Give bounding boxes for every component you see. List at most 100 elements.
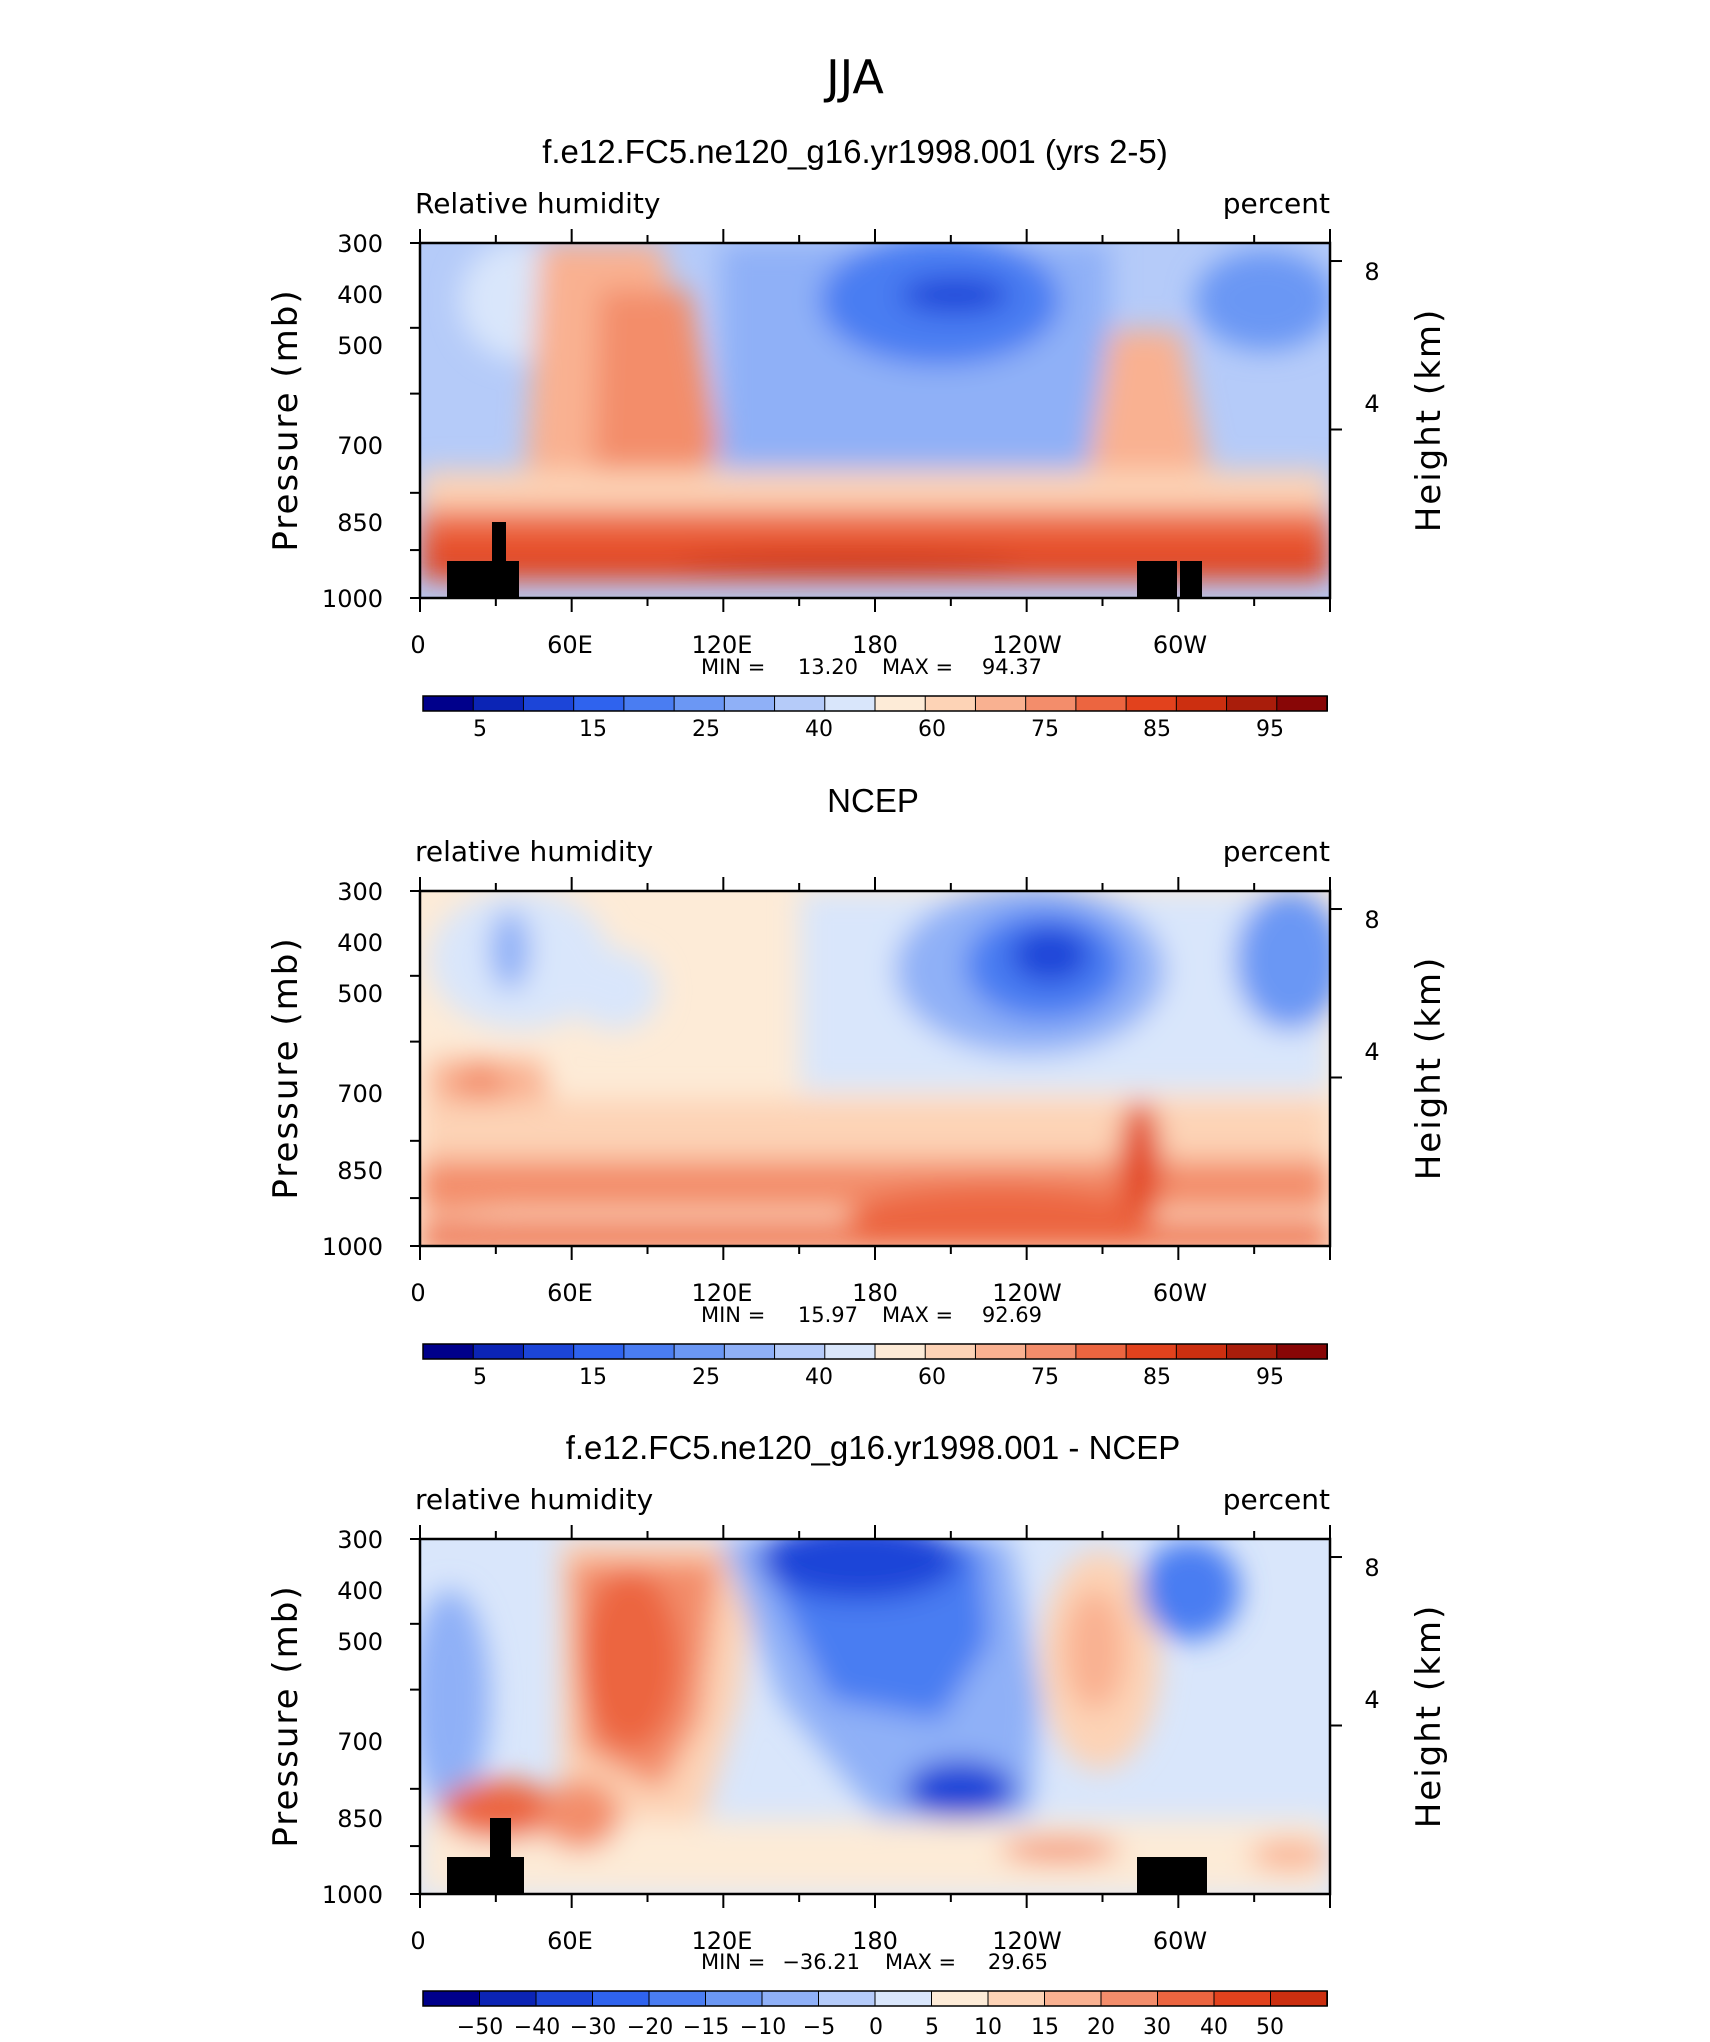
colorbar-label: 75 <box>1031 1365 1059 1390</box>
colorbar-swatch <box>1125 1343 1178 1360</box>
colorbar-swatch <box>1226 695 1278 712</box>
colorbar-label: −30 <box>570 2015 616 2038</box>
colorbar-label: 40 <box>805 1365 833 1390</box>
colorbar-label: 60 <box>918 1365 946 1390</box>
east-dry-blue <box>1195 250 1330 350</box>
variable-label: relative humidity <box>415 835 653 868</box>
x-tick-label: 120W <box>992 1927 1062 1955</box>
min-label: MIN = <box>701 655 765 679</box>
colorbar-swatch <box>479 1990 537 2007</box>
x-tick-label: 0 <box>410 1279 425 1307</box>
colorbar-label: 50 <box>1256 2015 1284 2038</box>
colorbar-swatch <box>874 1343 927 1360</box>
colorbar-swatch <box>974 695 1027 712</box>
colorbar-swatch <box>1276 1343 1329 1360</box>
y-tick-label: 400 <box>337 1577 383 1605</box>
colorbar-swatch <box>422 695 475 712</box>
colorbar-swatch <box>1276 695 1329 712</box>
variable-label: relative humidity <box>415 1483 653 1516</box>
colorbar-swatch <box>535 1990 594 2007</box>
min-value: −36.21 <box>782 1950 860 1974</box>
topography-africa <box>447 1857 524 1894</box>
units-label: percent <box>1223 1483 1330 1516</box>
colorbar-label: 40 <box>805 717 833 742</box>
min-value: 15.97 <box>798 1303 858 1327</box>
colorbar-label: 75 <box>1031 717 1059 742</box>
colorbar-swatch <box>987 1990 1046 2007</box>
y-right-tick-label: 8 <box>1364 906 1379 934</box>
colorbar-swatch <box>723 1343 776 1360</box>
x-tick-label: 180 <box>852 631 898 659</box>
x-tick-label: 0 <box>410 1927 425 1955</box>
x-tick-label: 180 <box>852 1927 898 1955</box>
min-label: MIN = <box>701 1303 765 1327</box>
colorbar-label: 40 <box>1200 2015 1228 2038</box>
west-negative <box>420 1590 490 1810</box>
y-tick-label: 1000 <box>322 1881 383 1909</box>
y-tick-label: 300 <box>337 1526 383 1554</box>
y-tick-label: 700 <box>337 1080 383 1108</box>
colorbar-swatch <box>774 695 826 712</box>
colorbar-swatch <box>1025 1343 1077 1360</box>
figure-title: JJA <box>823 50 884 104</box>
colorbar-swatch <box>974 1343 1027 1360</box>
max-value: 94.37 <box>982 655 1042 679</box>
x-tick-label: 120E <box>692 631 753 659</box>
y-tick-label: 850 <box>337 1157 383 1185</box>
y-right-tick-label: 8 <box>1364 258 1379 286</box>
y-tick-label: 1000 <box>322 1233 383 1261</box>
y-right-tick-label: 8 <box>1364 1554 1379 1582</box>
colorbar-swatch <box>673 695 726 712</box>
y-tick-label: 300 <box>337 878 383 906</box>
colorbar-swatch <box>1270 1990 1328 2007</box>
colorbar-swatch <box>573 695 625 712</box>
colorbar-swatch <box>1075 1343 1128 1360</box>
max-value: 92.69 <box>982 1303 1042 1327</box>
lower-pacific-positive <box>1000 1838 1120 1862</box>
colorbar-swatch <box>592 1990 650 2007</box>
colorbar-swatch <box>522 695 575 712</box>
y-tick-label: 500 <box>337 980 383 1008</box>
colorbar-label: −50 <box>457 2015 503 2038</box>
panel-title: NCEP <box>827 782 919 819</box>
colorbar-swatch <box>924 1343 977 1360</box>
colorbar-label: −20 <box>627 2015 673 2038</box>
colorbar-label: 5 <box>473 717 487 742</box>
y-tick-label: 850 <box>337 509 383 537</box>
contour-field <box>420 243 1330 598</box>
colorbar-label: 95 <box>1256 717 1284 742</box>
colorbar-label: 95 <box>1256 1365 1284 1390</box>
east-dry-blue <box>1235 891 1330 1030</box>
lower-maritime-positive <box>540 1780 620 1850</box>
colorbar-frame <box>422 1343 1328 1360</box>
colorbar-swatch <box>472 695 525 712</box>
pacific-negative-upper <box>760 1539 960 1600</box>
y-axis-title: Pressure (mb) <box>266 288 306 551</box>
colorbar-label: 0 <box>869 2015 883 2038</box>
colorbar-swatch <box>623 1343 676 1360</box>
axis-ticks <box>410 877 1342 1260</box>
units-label: percent <box>1223 187 1330 220</box>
topography-andes-east <box>1180 561 1202 598</box>
x-tick-label: 180 <box>852 1279 898 1307</box>
colorbar-swatch <box>648 1990 707 2007</box>
colorbar-label: 5 <box>473 1365 487 1390</box>
colorbar-swatch <box>824 1343 876 1360</box>
boundary-layer-core <box>680 552 1020 572</box>
east-pacific-positive-core <box>1065 1590 1125 1710</box>
colorbar-swatch <box>1175 695 1228 712</box>
colorbar-frame <box>422 1990 1328 2007</box>
x-tick-label: 60E <box>547 631 593 659</box>
lower-east-positive <box>1250 1840 1330 1870</box>
colorbar-swatch <box>931 1990 989 2007</box>
y-tick-label: 500 <box>337 1628 383 1656</box>
y-axis-title: Pressure (mb) <box>266 936 306 1199</box>
axis-ticks <box>410 1525 1342 1908</box>
colorbar-label: 60 <box>918 717 946 742</box>
y-right-tick-label: 4 <box>1364 390 1379 418</box>
topography-andes <box>1137 1857 1207 1894</box>
dry-core-dark <box>1010 927 1090 983</box>
max-label: MAX = <box>882 1303 953 1327</box>
colorbar-swatch <box>472 1343 525 1360</box>
